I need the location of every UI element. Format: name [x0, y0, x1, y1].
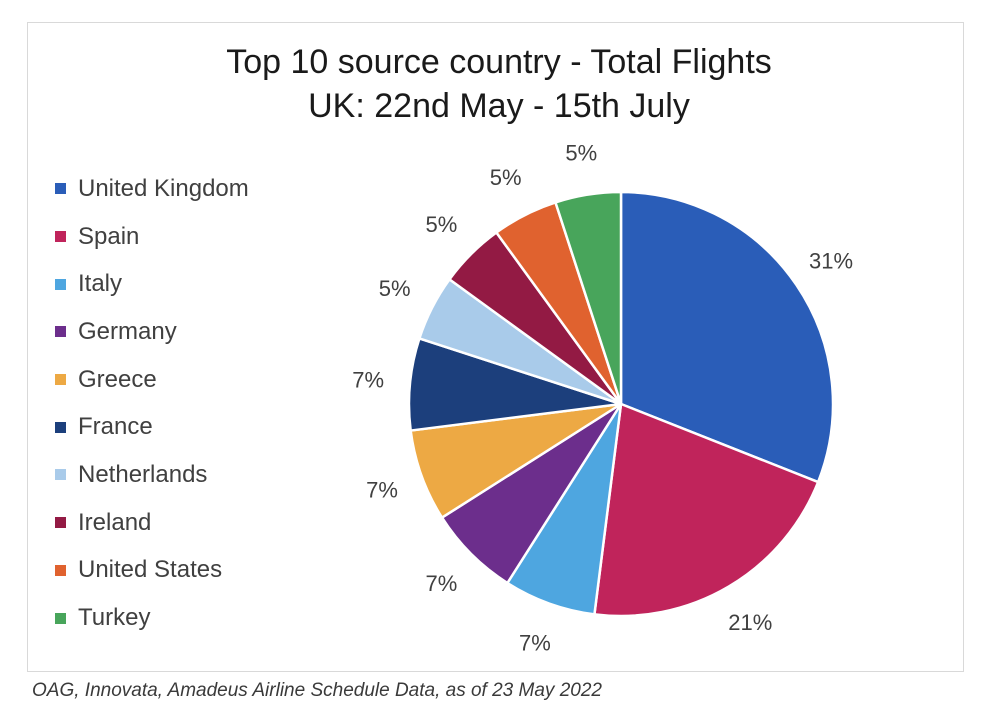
pie-slice-turkey	[554, 190, 623, 406]
legend-swatch	[55, 326, 66, 338]
chart-subtitle: UK: 22nd May - 15th July	[308, 87, 690, 125]
legend-swatch	[55, 374, 66, 386]
legend-swatch	[55, 421, 66, 433]
legend-label: United States	[78, 556, 223, 584]
legend-label: France	[78, 413, 153, 441]
chart-legend: United Kingdom Spain Italy Germany Greece Fra…	[55, 165, 249, 642]
data-label-united-states: 5%	[490, 165, 522, 190]
legend-item-greece: Greece	[55, 356, 249, 404]
legend-item-united-states: United States	[55, 547, 249, 595]
chart-title-block: Top 10 source country - Total Flights UK…	[0, 40, 998, 128]
legend-label: Netherlands	[78, 460, 208, 488]
chart-title: Top 10 source country - Total Flights	[226, 43, 772, 81]
data-label-ireland: 5%	[425, 212, 457, 237]
data-label-germany: 7%	[425, 571, 457, 596]
legend-item-spain: Spain	[55, 213, 249, 261]
legend-item-ireland: Ireland	[55, 499, 249, 547]
data-label-turkey: 5%	[565, 141, 597, 166]
legend-item-italy: Italy	[55, 260, 249, 308]
legend-swatch	[55, 517, 66, 529]
legend-label: Spain	[78, 222, 140, 250]
data-label-netherlands: 5%	[379, 276, 411, 301]
legend-item-united-kingdom: United Kingdom	[55, 165, 249, 213]
legend-swatch	[55, 469, 66, 481]
legend-swatch	[55, 564, 66, 576]
legend-item-germany: Germany	[55, 308, 249, 356]
legend-swatch	[55, 183, 66, 195]
data-label-france: 7%	[352, 368, 384, 393]
legend-label: United Kingdom	[78, 174, 249, 202]
data-label-spain: 21%	[728, 610, 772, 635]
legend-label: Italy	[78, 270, 123, 298]
legend-swatch	[55, 278, 66, 290]
legend-item-france: France	[55, 403, 249, 451]
pie-slice-spain	[593, 402, 820, 618]
source-note: OAG, Innovata, Amadeus Airline Schedule …	[32, 680, 602, 701]
data-label-united-kingdom: 31%	[809, 249, 853, 274]
legend-item-netherlands: Netherlands	[55, 451, 249, 499]
legend-label: Greece	[78, 365, 157, 393]
data-label-greece: 7%	[366, 478, 398, 503]
legend-swatch	[55, 231, 66, 243]
pie-slice-united-kingdom	[619, 190, 835, 484]
data-label-italy: 7%	[519, 630, 551, 655]
legend-swatch	[55, 612, 66, 624]
legend-label: Germany	[78, 317, 177, 345]
legend-item-turkey: Turkey	[55, 594, 249, 642]
legend-label: Turkey	[78, 604, 151, 632]
legend-label: Ireland	[78, 508, 152, 536]
